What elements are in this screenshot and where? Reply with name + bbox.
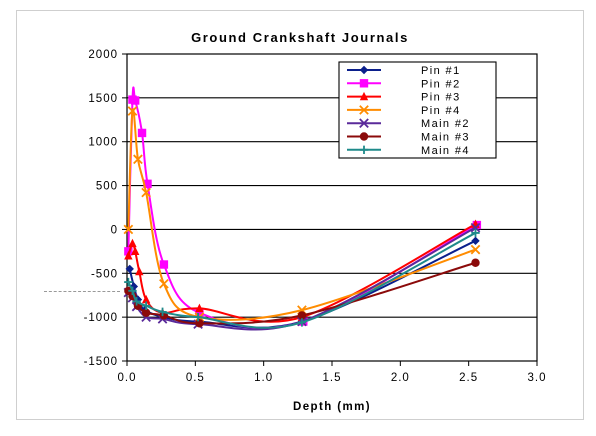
legend-label: Main #2 — [421, 118, 470, 130]
legend-item: Main #2 — [347, 118, 470, 130]
legend-marker — [359, 132, 369, 141]
data-point — [143, 179, 152, 189]
data-point — [127, 106, 138, 116]
y-tick-label: 2000 — [88, 49, 118, 61]
data-point — [470, 222, 481, 233]
data-point — [195, 308, 204, 317]
data-point — [471, 228, 480, 238]
y-tick-label: 0 — [111, 224, 118, 236]
legend-marker — [359, 118, 369, 129]
data-point — [124, 277, 133, 287]
x-tick-label: 0.0 — [118, 372, 137, 384]
data-point — [128, 238, 137, 248]
y-tick-label: -1500 — [84, 356, 118, 368]
x-tick-label: 0.5 — [186, 372, 205, 384]
data-point — [470, 244, 481, 255]
data-point — [131, 96, 140, 105]
data-point — [131, 246, 140, 256]
x-tick-label: 2.5 — [459, 372, 478, 384]
legend-marker — [359, 91, 369, 101]
legend-item: Main #4 — [347, 145, 470, 157]
data-point — [297, 311, 307, 320]
legend-item: Main #3 — [347, 132, 470, 144]
data-point — [195, 303, 204, 313]
data-point — [124, 251, 133, 260]
legend-label: Pin #1 — [421, 65, 461, 77]
data-point — [133, 154, 143, 165]
data-point — [297, 318, 307, 327]
x-tick-label: 2.0 — [391, 372, 410, 384]
legend-item: Pin #4 — [347, 105, 461, 117]
x-axis-label: Depth (mm) — [293, 401, 371, 413]
data-point — [159, 278, 169, 289]
y-tick-label: 1000 — [88, 137, 118, 149]
data-point — [123, 224, 134, 235]
legend-label: Main #4 — [421, 145, 470, 157]
legend-label: Pin #2 — [421, 78, 461, 90]
data-point — [141, 301, 151, 310]
series-main-3 — [124, 258, 480, 328]
data-point — [141, 294, 151, 304]
legend-marker — [359, 105, 369, 115]
legend-label: Pin #3 — [421, 92, 461, 104]
legend-item: Pin #2 — [347, 78, 461, 90]
data-point — [158, 307, 167, 317]
data-point — [128, 286, 137, 296]
dashed-line-decoration — [44, 291, 120, 292]
legend-marker — [359, 65, 369, 75]
data-point — [135, 266, 144, 276]
data-point — [137, 128, 147, 138]
data-point — [159, 260, 169, 269]
legend-item: Pin #1 — [347, 65, 461, 77]
legend-label: Main #3 — [421, 132, 470, 144]
data-point — [125, 264, 134, 274]
data-point — [141, 187, 151, 198]
x-tick-label: 1.0 — [254, 372, 273, 384]
legend-item: Pin #3 — [347, 91, 461, 104]
y-tick-label: 1500 — [88, 93, 118, 105]
data-point — [141, 308, 151, 317]
x-axis: 0.0 0.5 1.0 1.5 2.0 2.5 3.0 — [118, 361, 547, 384]
legend-marker — [359, 145, 369, 154]
data-point — [195, 319, 204, 328]
data-point — [471, 236, 480, 246]
series-main-4 — [124, 228, 480, 329]
data-point — [132, 297, 141, 306]
y-tick-label: -1000 — [84, 312, 118, 324]
y-tick-label: -500 — [91, 268, 118, 280]
y-tick-label: 500 — [96, 181, 118, 193]
legend-label: Pin #4 — [421, 105, 461, 117]
data-point — [471, 258, 480, 267]
data-point — [193, 312, 203, 322]
series-group — [123, 86, 482, 331]
chart-title: Ground Crankshaft Journals — [191, 30, 409, 45]
x-tick-label: 3.0 — [528, 372, 547, 384]
legend-marker — [359, 79, 369, 88]
y-axis: 2000 1500 1000 500 0 -500 -1000 -1500 — [84, 49, 127, 368]
x-tick-label: 1.5 — [323, 372, 342, 384]
